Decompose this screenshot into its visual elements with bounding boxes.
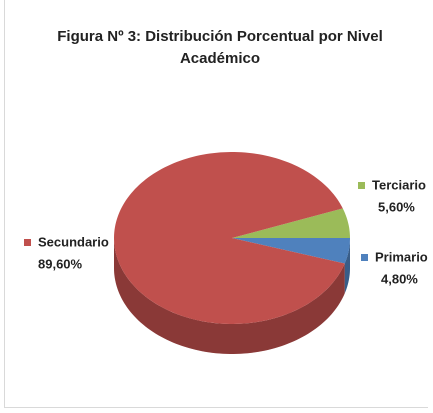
category-label: Terciario bbox=[372, 177, 426, 192]
pie-side-shade bbox=[344, 238, 350, 294]
chart-title: Figura Nº 3: Distribución Porcentual por… bbox=[57, 28, 383, 67]
value-label: 89,60% bbox=[38, 256, 83, 271]
legend-swatch bbox=[361, 254, 368, 261]
value-label: 4,80% bbox=[381, 271, 418, 286]
pie-side bbox=[344, 238, 350, 294]
category-label: Secundario bbox=[38, 234, 109, 249]
legend-swatch bbox=[358, 182, 365, 189]
value-label: 5,60% bbox=[378, 199, 415, 214]
pie-slice bbox=[232, 208, 350, 238]
pie-side-shade bbox=[114, 238, 345, 354]
pie-side bbox=[114, 238, 345, 354]
pie-slice bbox=[232, 238, 350, 264]
legend-swatch bbox=[24, 239, 31, 246]
chart-frame bbox=[4, 0, 428, 408]
pie-slice bbox=[114, 152, 345, 324]
category-label: Primario bbox=[375, 249, 428, 264]
